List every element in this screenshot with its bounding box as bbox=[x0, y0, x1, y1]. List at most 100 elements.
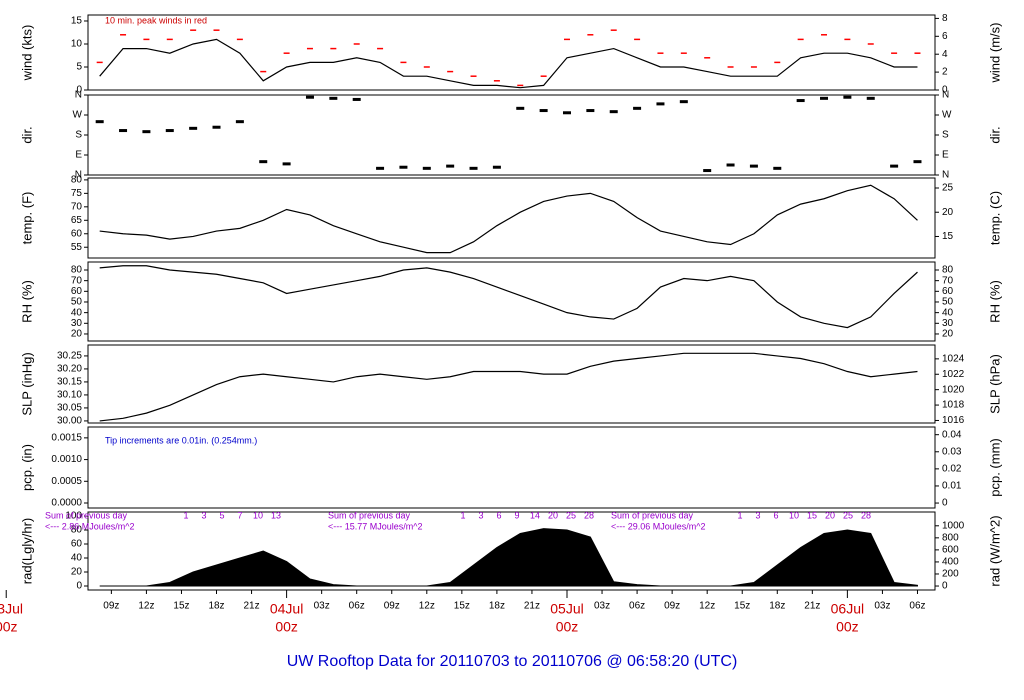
data-line bbox=[99, 38, 918, 89]
dir-point bbox=[890, 164, 899, 168]
x-tick-label: 18z bbox=[769, 601, 785, 612]
x-tick-label: 12z bbox=[138, 601, 154, 612]
y-tick-label: 30.20 bbox=[57, 364, 82, 375]
y2-tick-label: 0.04 bbox=[942, 429, 962, 440]
y-tick-label: 30.15 bbox=[57, 377, 82, 388]
y-tick-label: 30 bbox=[71, 318, 83, 329]
y-tick-label: 0.0010 bbox=[51, 454, 82, 465]
note-text: <--- 15.77 MJoules/m^2 bbox=[328, 521, 423, 531]
y2-axis-label: RH (%) bbox=[987, 280, 1002, 323]
day-sublabel: 00z bbox=[275, 619, 298, 635]
dir-point bbox=[726, 163, 735, 167]
note-hour: 9 bbox=[514, 510, 519, 520]
day-label: 03Jul bbox=[0, 601, 23, 617]
y2-axis-label: rad (W/m^2) bbox=[987, 515, 1002, 586]
data-line bbox=[99, 352, 918, 422]
panel-frame bbox=[87, 426, 936, 509]
y2-tick-label: 0 bbox=[942, 498, 948, 509]
panel-frame bbox=[87, 94, 936, 176]
y-axis-label: RH (%) bbox=[19, 280, 34, 323]
y-tick-label: 30.05 bbox=[57, 403, 82, 414]
y2-tick-label: N bbox=[942, 170, 949, 181]
y2-tick-label: 2 bbox=[942, 67, 948, 78]
dir-point bbox=[95, 120, 104, 124]
y2-tick-label: 80 bbox=[942, 265, 954, 276]
note-hour: 7 bbox=[237, 510, 242, 520]
y2-tick-label: 0.01 bbox=[942, 481, 962, 492]
x-tick-label: 12z bbox=[419, 601, 435, 612]
dir-point bbox=[609, 110, 618, 114]
y2-tick-label: S bbox=[942, 130, 949, 141]
y-tick-label: 100 bbox=[65, 511, 82, 522]
dir-point bbox=[516, 106, 525, 110]
y-axis-label: pcp. (in) bbox=[19, 444, 34, 491]
y2-tick-label: 1016 bbox=[942, 415, 965, 426]
note-title: Sum of previous day bbox=[611, 510, 694, 520]
note-title: Sum of previous day bbox=[328, 510, 411, 520]
dir-point bbox=[749, 164, 758, 168]
dir-point bbox=[796, 99, 805, 103]
y-tick-label: 20 bbox=[71, 567, 83, 578]
x-tick-label: 21z bbox=[243, 601, 259, 612]
y-tick-label: 0.0000 bbox=[51, 498, 82, 509]
y-axis-label: wind (kts) bbox=[19, 25, 34, 82]
dir-point bbox=[820, 96, 829, 100]
y-axis-label: dir. bbox=[19, 126, 34, 143]
note-hour: 20 bbox=[825, 510, 835, 520]
dir-point bbox=[562, 111, 571, 115]
x-tick-label: 03z bbox=[874, 601, 890, 612]
y-tick-label: 80 bbox=[71, 265, 83, 276]
day-sublabel: 00z bbox=[836, 619, 859, 635]
y2-tick-label: 0 bbox=[942, 581, 948, 592]
y2-tick-label: 30 bbox=[942, 318, 954, 329]
dir-point bbox=[142, 130, 151, 134]
chart-title: UW Rooftop Data for 20110703 to 20110706… bbox=[287, 653, 738, 670]
y-tick-label: 0 bbox=[76, 581, 82, 592]
dir-point bbox=[235, 120, 244, 124]
note-hour: 1 bbox=[183, 510, 188, 520]
y2-tick-label: 60 bbox=[942, 286, 954, 297]
dir-point bbox=[633, 106, 642, 110]
dir-point bbox=[376, 166, 385, 170]
y2-tick-label: 1024 bbox=[942, 354, 965, 365]
note-hour: 13 bbox=[271, 510, 281, 520]
day-label: 06Jul bbox=[831, 601, 864, 617]
y-tick-label: 10 bbox=[71, 39, 83, 50]
y2-tick-label: 20 bbox=[942, 329, 954, 340]
x-tick-label: 09z bbox=[103, 601, 119, 612]
dir-point bbox=[282, 162, 291, 166]
dir-point bbox=[913, 160, 922, 164]
y2-tick-label: 400 bbox=[942, 557, 959, 568]
dir-point bbox=[586, 109, 595, 113]
annotation: Tip increments are 0.01in. (0.254mm.) bbox=[105, 435, 257, 445]
note-hour: 3 bbox=[478, 510, 483, 520]
y2-tick-label: E bbox=[942, 150, 949, 161]
y-tick-label: 30.10 bbox=[57, 390, 82, 401]
y-tick-label: W bbox=[73, 110, 83, 121]
panel-frame bbox=[87, 177, 936, 259]
y-tick-label: 60 bbox=[71, 228, 83, 239]
y2-tick-label: 40 bbox=[942, 307, 954, 318]
data-line bbox=[99, 184, 918, 254]
y2-tick-label: 8 bbox=[942, 13, 948, 24]
y2-tick-label: 25 bbox=[942, 183, 954, 194]
y-tick-label: 50 bbox=[71, 297, 83, 308]
x-tick-label: 09z bbox=[664, 601, 680, 612]
dir-point bbox=[492, 165, 501, 169]
y-axis-label: rad(Lgly/hr) bbox=[19, 518, 34, 584]
y2-tick-label: 70 bbox=[942, 275, 954, 286]
note-title: Sum of previous day bbox=[45, 510, 128, 520]
y2-tick-label: 6 bbox=[942, 31, 948, 42]
dir-point bbox=[703, 169, 712, 173]
y-tick-label: 0 bbox=[76, 85, 82, 96]
y2-tick-label: 15 bbox=[942, 231, 954, 242]
note-text: <--- 29.06 MJoules/m^2 bbox=[611, 521, 706, 531]
y-tick-label: 20 bbox=[71, 329, 83, 340]
x-tick-label: 09z bbox=[384, 601, 400, 612]
annotation: 10 min. peak winds in red bbox=[105, 15, 207, 25]
dir-point bbox=[189, 126, 198, 130]
dir-point bbox=[352, 97, 361, 101]
x-tick-label: 18z bbox=[489, 601, 505, 612]
